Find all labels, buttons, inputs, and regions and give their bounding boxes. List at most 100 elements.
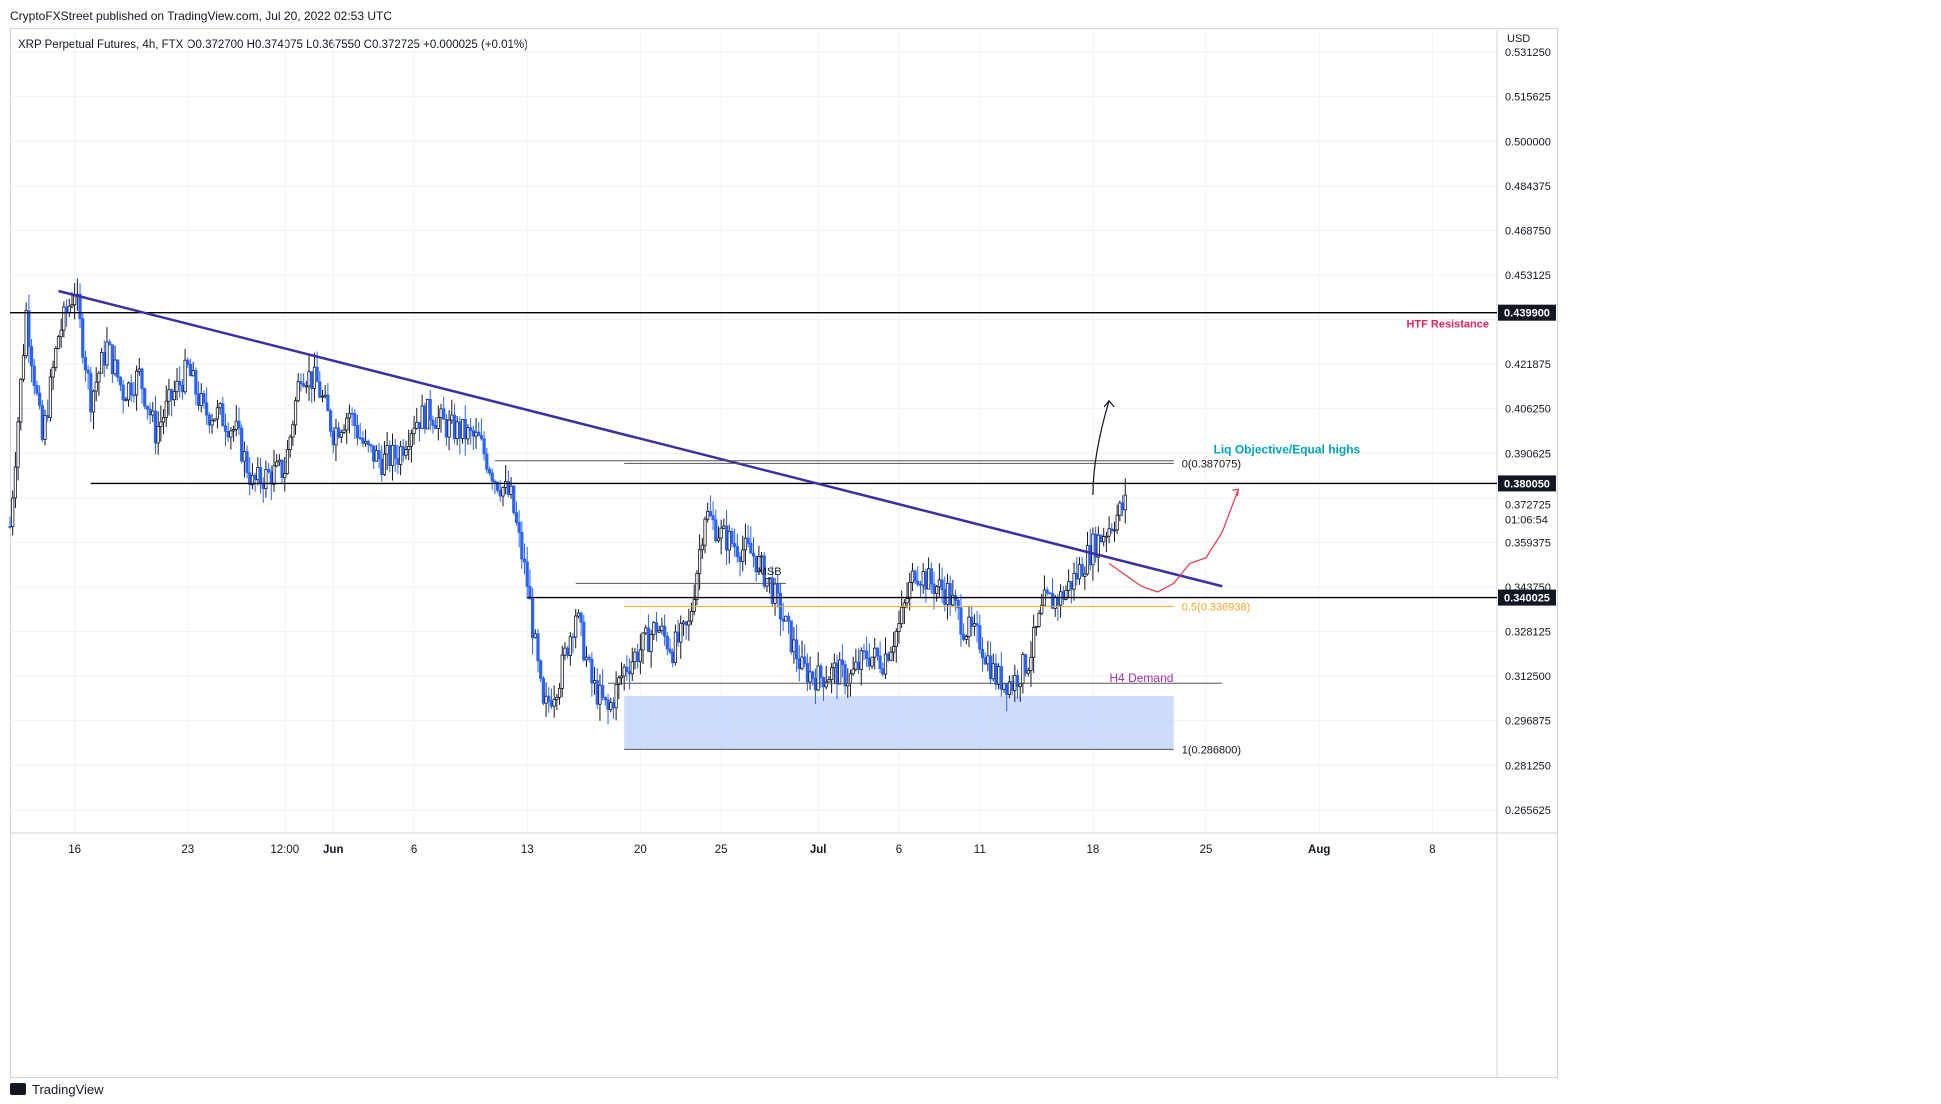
candle-body — [673, 631, 677, 663]
candle-body — [56, 336, 61, 349]
candle-body — [916, 580, 920, 585]
candle-body — [126, 382, 131, 401]
candle-body — [590, 658, 594, 684]
candle-body — [280, 459, 284, 478]
candle-body — [727, 530, 731, 551]
candle-body — [315, 366, 319, 383]
candle-body — [681, 621, 686, 625]
candle-body — [1056, 596, 1060, 606]
candle-body — [980, 648, 985, 659]
candle-body — [420, 405, 424, 429]
candle-body — [770, 577, 774, 604]
candle-body — [1120, 502, 1125, 511]
candle-body — [1048, 592, 1052, 595]
candle-body — [1045, 589, 1049, 594]
candle-body — [161, 417, 166, 423]
candle-body — [716, 537, 721, 542]
candle-body — [520, 531, 524, 560]
candle-body — [695, 573, 699, 600]
candle-body — [921, 571, 925, 586]
candle-body — [856, 661, 861, 670]
candle-body — [183, 359, 187, 393]
candle-body — [762, 555, 766, 587]
candle-body — [1104, 535, 1108, 538]
candle-body — [722, 525, 726, 529]
price-tick-label: 0.312500 — [1505, 671, 1551, 683]
candle-body — [835, 662, 839, 685]
candle-body — [792, 639, 796, 653]
candle-body — [390, 444, 395, 467]
candle-body — [781, 618, 785, 622]
time-tick-label: Jul — [810, 844, 827, 856]
candle-body — [105, 341, 109, 366]
level-price-tag — [1498, 589, 1556, 606]
candle-body — [619, 675, 624, 679]
candle-body — [267, 469, 271, 473]
candle-body — [38, 392, 42, 406]
candle-body — [1018, 683, 1022, 688]
candle-body — [1096, 534, 1100, 558]
candle-body — [431, 419, 435, 426]
candle-body — [118, 376, 123, 386]
price-tick-label: 0.328125 — [1505, 627, 1551, 639]
candle-body — [951, 595, 955, 606]
candle-body — [477, 431, 481, 436]
candle-body — [512, 485, 516, 513]
symbol-legend[interactable]: XRP Perpetual Futures, 4h, FTX O0.372700… — [18, 39, 528, 51]
candle-body — [1075, 572, 1079, 580]
candle-body — [196, 393, 201, 407]
candle-body — [13, 466, 17, 499]
candle-body — [749, 542, 753, 554]
candle-body — [67, 305, 71, 313]
candle-body — [644, 627, 648, 634]
candle-body — [428, 399, 432, 421]
candle-body — [568, 636, 572, 656]
candle-body — [940, 579, 944, 591]
time-tick-label: 16 — [68, 844, 81, 856]
candle-body — [803, 656, 807, 664]
time-tick-label: 11 — [974, 844, 986, 856]
price-tick-label: 0.484375 — [1505, 181, 1551, 193]
candle-body — [517, 522, 521, 533]
candle-body — [482, 438, 486, 455]
candle-body — [738, 556, 742, 562]
candle-body — [299, 381, 303, 385]
annotation-label: H4 Demand — [1109, 671, 1173, 685]
candle-body — [584, 656, 589, 661]
candle-body — [207, 414, 211, 426]
candle-body — [458, 421, 462, 439]
price-tick-label: 0.296875 — [1505, 716, 1551, 728]
candle-body — [865, 650, 869, 659]
candle-body — [1099, 534, 1103, 543]
candle-body — [188, 364, 193, 377]
candle-body — [245, 451, 249, 474]
candle-body — [140, 368, 144, 390]
candle-body — [110, 344, 114, 375]
candle-body — [724, 525, 729, 551]
candle-body — [54, 348, 58, 368]
drawings-layer: HTF Resistance 0(0.387075) 0.5(0.336938) 1(… — [10, 289, 1497, 756]
candle-body — [627, 671, 632, 675]
candle-body — [878, 655, 882, 669]
candle-body — [1110, 528, 1114, 531]
candle-body — [576, 612, 581, 617]
candle-body — [199, 393, 203, 407]
candle-body — [469, 427, 473, 432]
candle-body — [1032, 627, 1036, 658]
candle-body — [533, 633, 537, 639]
candle-body — [759, 555, 764, 558]
candle-body — [121, 384, 125, 401]
candle-body — [789, 620, 793, 653]
candle-body — [337, 427, 341, 438]
candle-body — [587, 656, 591, 660]
candle-body — [514, 512, 519, 523]
candle-body — [323, 394, 327, 397]
candle-body — [186, 359, 190, 365]
candle-body — [495, 482, 500, 491]
candle-body — [24, 310, 28, 357]
candle-body — [776, 583, 780, 594]
candle-body — [800, 656, 804, 670]
candle-body — [924, 571, 928, 590]
footer-brand[interactable]: TradingView — [32, 1081, 104, 1097]
